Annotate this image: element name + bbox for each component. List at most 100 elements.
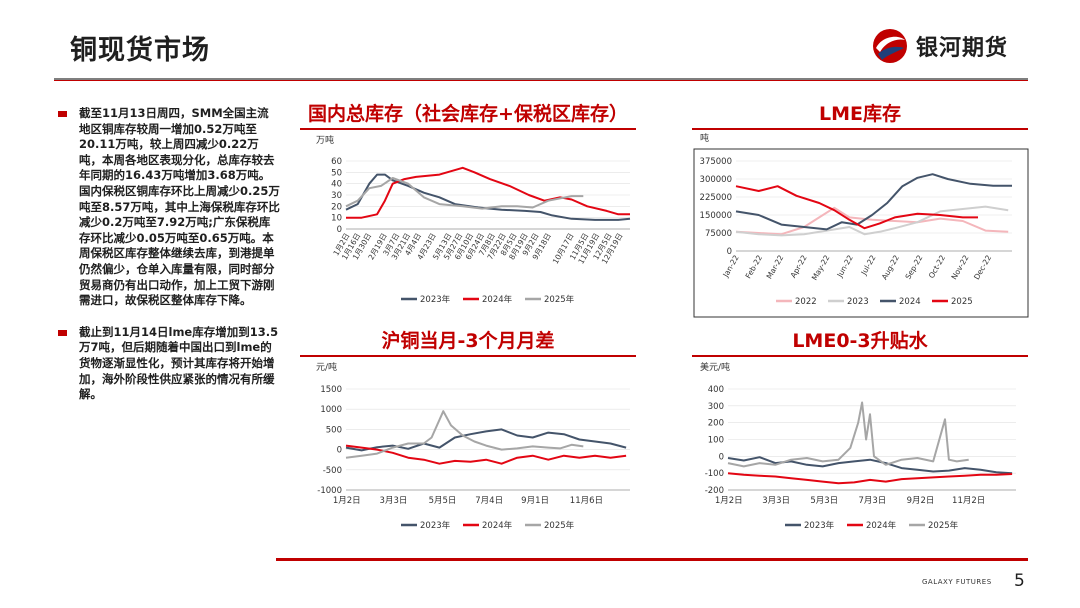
x-tick-label: 11月2日	[952, 496, 985, 506]
x-tick-label: Dec-22	[972, 253, 993, 281]
series-line	[727, 472, 1013, 485]
x-tick-label: Jan-22	[721, 253, 741, 279]
x-tick-label: Nov-22	[949, 253, 970, 281]
chart-domestic: 万吨01020304050601月2日1月16日1月30日2月19日3月7日3月…	[316, 134, 631, 305]
x-tick-label: 3月3日	[762, 496, 790, 506]
series-line	[735, 205, 1009, 237]
chart-title-rule	[692, 355, 1028, 357]
legend-label: 2022	[795, 297, 817, 307]
legend-label: 2024年	[482, 294, 513, 305]
x-tick-label: 5月5日	[429, 496, 457, 506]
legend-label: 2025年	[928, 520, 959, 531]
series-line	[345, 173, 631, 221]
y-tick-label: 500	[326, 425, 342, 435]
bullet-text: 截至11月13日周四，SMM全国主流地区铜库存较周一增加0.52万吨至20.11…	[79, 106, 280, 308]
y-tick-label: -100	[705, 469, 724, 479]
chart-title-lme-spread: LME0-3升贴水	[792, 330, 928, 352]
chart-frame	[693, 148, 1029, 318]
y-tick-label: -200	[705, 486, 724, 496]
bullet-text: 截止到11月14日lme库存增加到13.5万7吨，但后期随着中国出口到lme的货…	[79, 324, 279, 402]
legend-label: 2025	[951, 297, 973, 307]
x-tick-label: 9月1日	[521, 496, 549, 506]
y-tick-label: 200	[708, 419, 724, 429]
x-tick-label: Apr-22	[789, 253, 809, 279]
series-line	[727, 456, 1013, 475]
x-tick-label: Oct-22	[927, 253, 948, 280]
y-tick-label: 150000	[700, 211, 732, 221]
series-line	[345, 444, 627, 465]
legend-label: 2024年	[482, 520, 513, 531]
legend-label: 2023年	[420, 294, 451, 305]
y-tick-label: 225000	[700, 193, 732, 203]
y-unit-label: 万吨	[316, 134, 334, 146]
y-tick-label: 0	[719, 452, 724, 462]
y-tick-label: 20	[331, 202, 342, 212]
y-tick-label: 100	[708, 436, 724, 446]
chart-title-lme: LME库存	[819, 103, 901, 125]
y-unit-label: 美元/吨	[700, 361, 730, 373]
chart-lme: 吨 0 75000 150000 225000 300000 375000 Jan-22 Feb…	[693, 132, 1029, 318]
x-tick-label: 11月6日	[570, 496, 603, 506]
legend-label: 2023年	[804, 520, 835, 531]
y-tick-label: 50	[331, 168, 342, 178]
y-tick-label: 1000	[320, 405, 342, 415]
y-tick-label: -1000	[317, 486, 342, 496]
series-line	[735, 173, 1012, 231]
footer-brand: GALAXY FUTURES	[922, 578, 992, 586]
chart-title-rule	[300, 128, 636, 130]
x-tick-label: Jun-22	[835, 253, 855, 279]
y-tick-label: 300	[708, 402, 724, 412]
x-tick-label: Sep-22	[903, 253, 924, 281]
brand-name: 银河期货	[916, 36, 1009, 61]
x-tick-label: 1月2日	[715, 496, 743, 506]
legend-label: 2025年	[544, 520, 575, 531]
x-tick-label: Mar-22	[765, 253, 786, 280]
series-line	[346, 166, 630, 219]
header-divider-accent	[54, 80, 1028, 81]
y-tick-label: 375000	[700, 157, 732, 167]
bullet-marker	[58, 111, 67, 117]
y-tick-label: 60	[331, 157, 342, 167]
y-tick-label: 0	[727, 247, 732, 257]
chart-shfe-spread: 元/吨 -1000 -500 0 500 1000 1500 1月2日 3月3日 5月5日 7月4日…	[316, 361, 630, 531]
legend-label: 2025年	[544, 294, 575, 305]
commentary: 截至11月13日周四，SMM全国主流地区铜库存较周一增加0.52万吨至20.11…	[58, 106, 280, 419]
series-line	[735, 206, 1009, 236]
chart-title-rule	[300, 355, 636, 357]
y-tick-label: 0	[337, 446, 342, 456]
x-tick-label: 3月3日	[380, 496, 408, 506]
y-tick-label: 10	[331, 214, 342, 224]
series-line	[345, 410, 584, 459]
y-tick-label: 40	[331, 180, 342, 190]
y-tick-label: 400	[708, 385, 724, 395]
y-tick-label: 0	[337, 225, 342, 235]
series-line	[345, 177, 584, 210]
series-line	[345, 428, 627, 452]
bullet-item: 截止到11月14日lme库存增加到13.5万7吨，但后期随着中国出口到lme的货…	[58, 325, 280, 403]
legend-label: 2023	[847, 297, 869, 307]
x-tick-label: Jul-22	[859, 253, 878, 277]
x-tick-label: May-22	[810, 253, 832, 282]
series-line	[735, 185, 978, 230]
chart-lme-spread: 美元/吨 -200 -100 0 100 200 300 400 1月2日 3月3日 5月3日 7月3…	[700, 361, 1016, 531]
chart-title-shfe-spread: 沪铜当月-3个月月差	[381, 330, 555, 352]
x-tick-label: 9月2日	[907, 496, 935, 506]
legend-label: 2024年	[866, 520, 897, 531]
footer-divider	[276, 558, 1028, 561]
x-tick-label: 1月2日	[333, 496, 361, 506]
y-tick-label: -500	[323, 466, 342, 476]
y-unit-label: 元/吨	[316, 361, 337, 373]
header-divider	[54, 78, 1028, 80]
chart-title-rule	[692, 128, 1028, 130]
x-tick-label: 7月3日	[858, 496, 886, 506]
y-tick-label: 30	[331, 191, 342, 201]
bullet-marker	[58, 329, 67, 336]
chart-title-domestic: 国内总库存（社会库存+保税区库存）	[308, 103, 628, 125]
y-unit-label: 吨	[700, 132, 709, 144]
x-tick-label: Feb-22	[744, 253, 765, 280]
legend-label: 2024	[899, 297, 921, 307]
legend-label: 2023年	[420, 520, 451, 531]
brand-logo: 银河期货	[870, 24, 1040, 68]
x-tick-label: Aug-22	[880, 253, 901, 281]
